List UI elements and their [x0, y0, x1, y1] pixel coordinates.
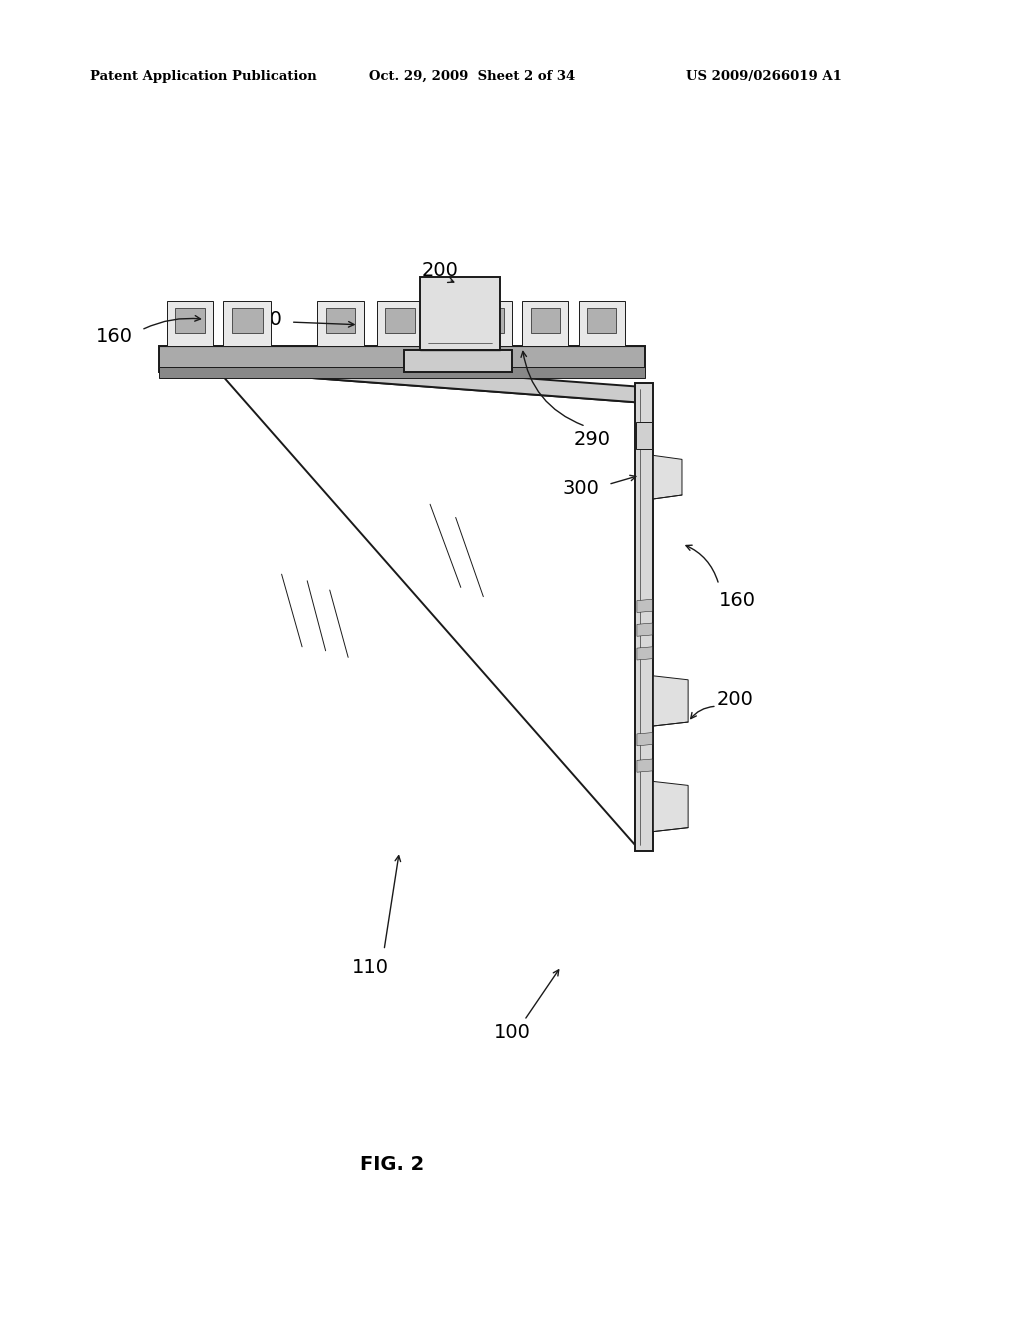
Text: 300: 300 [246, 310, 283, 329]
Polygon shape [377, 301, 423, 346]
Polygon shape [317, 301, 364, 346]
Text: 290: 290 [573, 430, 610, 449]
Polygon shape [637, 647, 652, 660]
Polygon shape [637, 599, 652, 612]
Polygon shape [200, 354, 640, 403]
Polygon shape [637, 759, 652, 772]
Text: 160: 160 [96, 327, 133, 346]
Polygon shape [637, 733, 652, 746]
Polygon shape [579, 301, 625, 346]
Polygon shape [420, 277, 500, 350]
Polygon shape [231, 308, 263, 333]
Polygon shape [653, 455, 682, 499]
Text: US 2009/0266019 A1: US 2009/0266019 A1 [686, 70, 842, 83]
Polygon shape [637, 623, 652, 636]
Polygon shape [587, 308, 616, 333]
Polygon shape [175, 308, 205, 333]
Polygon shape [404, 350, 512, 372]
Polygon shape [653, 781, 688, 832]
Polygon shape [530, 308, 560, 333]
Text: Oct. 29, 2009  Sheet 2 of 34: Oct. 29, 2009 Sheet 2 of 34 [369, 70, 574, 83]
Polygon shape [474, 308, 504, 333]
Text: Patent Application Publication: Patent Application Publication [90, 70, 316, 83]
Polygon shape [653, 676, 688, 726]
Text: 160: 160 [719, 591, 756, 610]
Text: 200: 200 [717, 690, 754, 709]
Polygon shape [159, 346, 645, 372]
Polygon shape [159, 367, 645, 378]
Text: FIG. 2: FIG. 2 [360, 1155, 424, 1173]
Polygon shape [522, 301, 568, 346]
Polygon shape [223, 301, 271, 346]
Text: 100: 100 [494, 1023, 530, 1041]
Polygon shape [636, 422, 652, 449]
Text: 110: 110 [352, 958, 389, 977]
Polygon shape [167, 301, 213, 346]
Polygon shape [466, 301, 512, 346]
Polygon shape [635, 383, 653, 851]
Text: 300: 300 [562, 479, 599, 498]
Text: 200: 200 [422, 261, 459, 280]
Polygon shape [385, 308, 415, 333]
Polygon shape [326, 308, 355, 333]
Polygon shape [200, 350, 640, 845]
